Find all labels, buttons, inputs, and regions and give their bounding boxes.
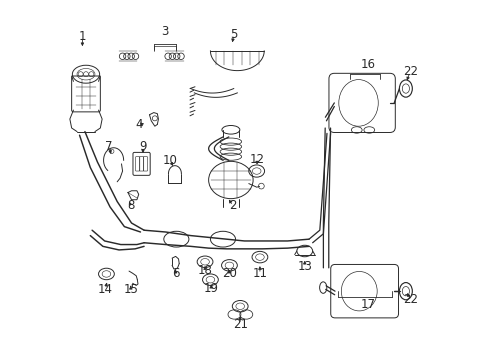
Text: 9: 9 [139, 140, 146, 153]
Text: 8: 8 [127, 199, 134, 212]
Text: 11: 11 [252, 267, 267, 280]
Text: 16: 16 [360, 58, 375, 71]
Text: 12: 12 [249, 153, 264, 166]
Text: 2: 2 [229, 199, 236, 212]
Text: 10: 10 [163, 154, 177, 167]
Text: 20: 20 [222, 267, 236, 280]
Text: 19: 19 [203, 282, 218, 295]
Text: 4: 4 [135, 118, 142, 131]
Text: 15: 15 [123, 283, 138, 296]
Text: 22: 22 [402, 293, 417, 306]
Text: 13: 13 [297, 260, 311, 273]
Text: 5: 5 [229, 28, 237, 41]
Text: 22: 22 [402, 65, 417, 78]
Text: 6: 6 [172, 267, 179, 280]
Text: 17: 17 [360, 298, 375, 311]
Text: 18: 18 [197, 264, 212, 277]
Text: 7: 7 [105, 140, 112, 153]
Text: 3: 3 [161, 26, 168, 39]
Text: 14: 14 [98, 283, 113, 296]
Text: 1: 1 [79, 30, 86, 43]
Text: 21: 21 [232, 318, 247, 331]
